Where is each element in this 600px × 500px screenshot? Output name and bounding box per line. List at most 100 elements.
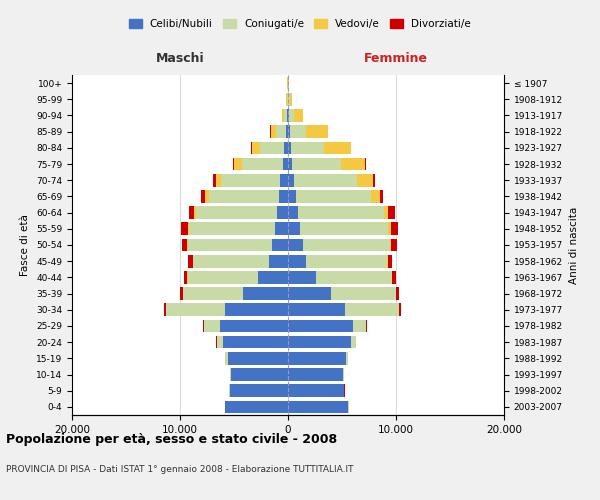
Bar [399, 304, 401, 316]
Text: Maschi: Maschi [155, 52, 205, 66]
Bar [283, 158, 288, 170]
Bar [392, 271, 395, 283]
Bar [226, 400, 288, 413]
Bar [380, 190, 383, 202]
Bar [357, 174, 373, 186]
Bar [188, 222, 275, 235]
Bar [269, 255, 288, 268]
Bar [291, 142, 323, 154]
Bar [220, 320, 288, 332]
Bar [350, 336, 356, 348]
Bar [371, 190, 380, 202]
Bar [183, 288, 242, 300]
Bar [288, 190, 296, 202]
Bar [289, 109, 294, 122]
Bar [295, 174, 357, 186]
Y-axis label: Fasce di età: Fasce di età [20, 214, 31, 276]
Bar [284, 109, 287, 122]
Bar [307, 126, 328, 138]
Bar [188, 255, 193, 268]
Bar [217, 336, 223, 348]
Legend: Celibi/Nubili, Coniugati/e, Vedovi/e, Divorziati/e: Celibi/Nubili, Coniugati/e, Vedovi/e, Di… [125, 15, 475, 34]
Bar [288, 109, 289, 122]
Bar [391, 222, 398, 235]
Bar [316, 271, 392, 283]
Bar [343, 368, 344, 381]
Bar [196, 206, 277, 219]
Bar [184, 271, 187, 283]
Bar [164, 304, 166, 316]
Bar [203, 320, 204, 332]
Bar [288, 384, 344, 397]
Bar [201, 190, 205, 202]
Bar [242, 288, 288, 300]
Bar [188, 206, 194, 219]
Bar [275, 222, 288, 235]
Y-axis label: Anni di nascita: Anni di nascita [569, 206, 578, 284]
Text: Popolazione per età, sesso e stato civile - 2008: Popolazione per età, sesso e stato civil… [6, 432, 337, 446]
Bar [226, 352, 227, 364]
Bar [258, 271, 288, 283]
Bar [331, 288, 396, 300]
Bar [215, 174, 221, 186]
Bar [288, 142, 291, 154]
Bar [288, 320, 353, 332]
Bar [288, 368, 343, 381]
Bar [231, 368, 288, 381]
Bar [388, 255, 392, 268]
Bar [290, 93, 292, 106]
Bar [384, 206, 388, 219]
Bar [288, 352, 346, 364]
Bar [233, 158, 234, 170]
Bar [388, 222, 391, 235]
Bar [288, 271, 316, 283]
Bar [252, 142, 260, 154]
Bar [227, 352, 288, 364]
Bar [223, 336, 288, 348]
Bar [307, 255, 388, 268]
Bar [188, 271, 258, 283]
Bar [287, 109, 288, 122]
Bar [288, 206, 298, 219]
Bar [180, 288, 183, 300]
Bar [276, 126, 286, 138]
Bar [288, 158, 292, 170]
Bar [209, 190, 280, 202]
Bar [204, 320, 220, 332]
Bar [288, 222, 300, 235]
Bar [260, 142, 284, 154]
Bar [194, 206, 196, 219]
Bar [288, 336, 350, 348]
Bar [303, 238, 389, 252]
Bar [298, 206, 384, 219]
Bar [166, 304, 226, 316]
Bar [288, 126, 290, 138]
Bar [277, 206, 288, 219]
Bar [280, 190, 288, 202]
Bar [221, 174, 280, 186]
Bar [323, 142, 350, 154]
Text: Femmine: Femmine [364, 52, 428, 66]
Bar [388, 206, 395, 219]
Bar [288, 288, 331, 300]
Bar [288, 238, 303, 252]
Bar [230, 384, 288, 397]
Bar [284, 142, 288, 154]
Bar [391, 238, 397, 252]
Bar [214, 174, 215, 186]
Bar [292, 158, 341, 170]
Bar [296, 190, 371, 202]
Bar [290, 126, 307, 138]
Bar [286, 126, 288, 138]
Bar [346, 352, 348, 364]
Bar [345, 304, 399, 316]
Bar [389, 238, 391, 252]
Bar [365, 158, 366, 170]
Bar [286, 93, 287, 106]
Bar [242, 158, 283, 170]
Bar [288, 400, 349, 413]
Bar [289, 93, 290, 106]
Bar [272, 238, 288, 252]
Bar [353, 320, 366, 332]
Bar [193, 255, 269, 268]
